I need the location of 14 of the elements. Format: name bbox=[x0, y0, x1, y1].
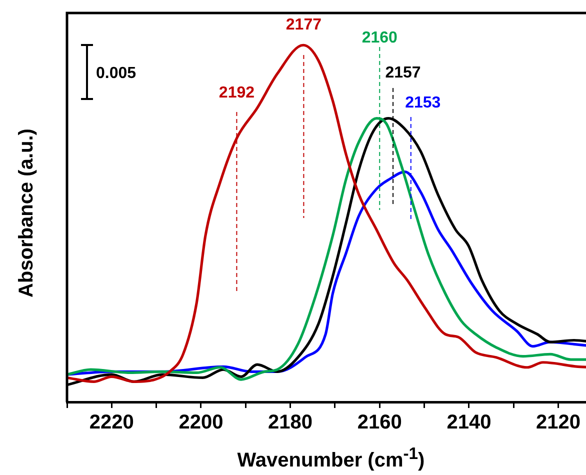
x-tick-label: 2120 bbox=[536, 412, 581, 434]
x-tick-label: 2200 bbox=[178, 412, 224, 434]
ref-line-label: 2192 bbox=[218, 84, 255, 102]
ref-line-label: 2153 bbox=[405, 94, 441, 112]
x-tick-label: 2220 bbox=[89, 412, 134, 434]
x-tick-label: 2180 bbox=[268, 412, 313, 434]
x-tick-label: 2140 bbox=[446, 412, 492, 434]
ref-line-label: 2177 bbox=[286, 16, 322, 34]
annotation: 0.005 bbox=[96, 65, 136, 83]
x-tick-label: 2160 bbox=[357, 412, 402, 434]
y-axis-title: Absorbance (a.u.) bbox=[16, 128, 38, 298]
ref-line-label: 2157 bbox=[385, 64, 421, 82]
ref-line-label: 2160 bbox=[362, 29, 398, 46]
x-axis-title: Wavenumber (cm$^{-1}$) bbox=[236, 444, 426, 473]
